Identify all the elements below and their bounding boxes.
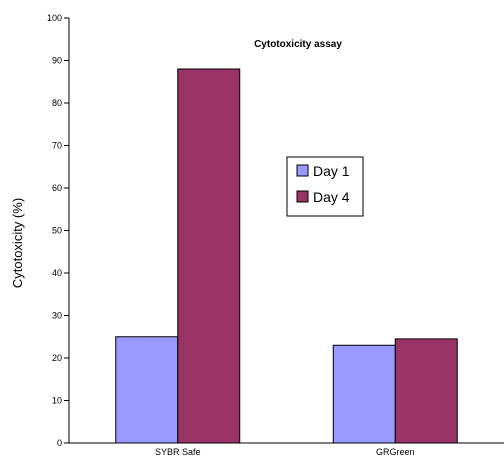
y-tick-label: 10 [52, 396, 62, 406]
bar-day-4-grgreen [394, 338, 458, 444]
y-tick-label: 100 [47, 13, 62, 23]
y-tick-label: 30 [52, 311, 62, 321]
bar-day-1-grgreen [332, 344, 396, 444]
chart-title: Cytotoxicity assay [254, 39, 342, 50]
y-axis-title: Cytotoxicity (%) [10, 198, 25, 288]
y-tick-label: 0 [57, 438, 62, 448]
y-tick-label: 50 [52, 226, 62, 236]
category-labels: SYBR Safe GRGreen [155, 447, 415, 457]
legend-swatch-day-1 [296, 164, 309, 177]
bars [115, 68, 458, 444]
y-tick-label: 80 [52, 98, 62, 108]
y-tick-label: 20 [52, 353, 62, 363]
y-tick-label: 70 [52, 141, 62, 151]
legend-swatch-day-4 [296, 190, 309, 203]
y-tick-label: 90 [52, 56, 62, 66]
legend-label-day-4: Day 4 [313, 189, 350, 205]
y-tick-label: 60 [52, 183, 62, 193]
category-label: GRGreen [376, 447, 415, 457]
legend: Day 1 Day 4 [286, 156, 364, 217]
bar-day-1-sybr-safe [115, 336, 179, 444]
y-axis-ticks: 0 10 20 30 40 50 60 70 80 90 100 [47, 13, 69, 448]
y-tick-label: 40 [52, 268, 62, 278]
legend-label-day-1: Day 1 [313, 163, 350, 179]
category-label: SYBR Safe [155, 447, 201, 457]
bar-day-4-sybr-safe [177, 68, 241, 444]
